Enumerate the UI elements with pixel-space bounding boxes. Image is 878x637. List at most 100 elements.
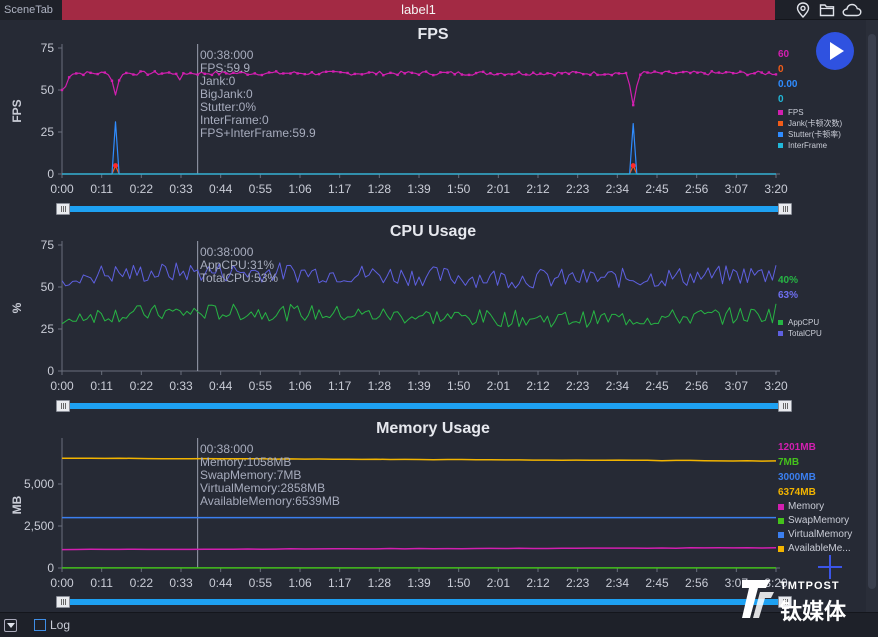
legend-swatch (778, 546, 784, 552)
fps-point (589, 73, 592, 77)
folder-icon[interactable] (819, 2, 835, 18)
tooltip-line: SwapMemory:7MB (200, 468, 302, 482)
total-cpu-line (61, 262, 777, 289)
log-checkbox[interactable] (34, 619, 46, 631)
fps-range-bar[interactable] (66, 206, 782, 212)
fps-x-tick-label: 1:39 (407, 182, 431, 196)
legend-swatch (778, 132, 783, 137)
scrollbar-thumb[interactable] (868, 34, 876, 589)
cpu-x-tick-label: 2:34 (606, 379, 630, 393)
memory-x-tick-label: 1:28 (368, 576, 392, 590)
legend-item[interactable]: TotalCPU (778, 328, 868, 339)
fps-point (167, 71, 171, 74)
fps-point (760, 71, 763, 74)
fps-point (217, 73, 221, 76)
fps-point (582, 72, 585, 76)
fps-time-range-slider[interactable] (56, 203, 792, 215)
fps-x-tick-label: 2:45 (645, 182, 669, 196)
cpu-y-tick-label: 50 (41, 280, 55, 294)
cpu-time-range-slider[interactable] (56, 400, 792, 412)
legend-item[interactable]: SwapMemory (778, 514, 868, 528)
legend-item[interactable]: VirtualMemory (778, 528, 868, 542)
fps-point (75, 72, 78, 75)
cpu-range-start-handle[interactable] (56, 400, 70, 412)
add-icon[interactable] (818, 555, 842, 579)
legend-item[interactable]: Memory (778, 500, 868, 514)
fps-point (432, 73, 435, 77)
legend-current-value: 3000MB (778, 472, 816, 483)
cpu-x-tick-label: 1:06 (288, 379, 312, 393)
cpu-x-tick-label: 1:28 (368, 379, 392, 393)
fps-range-start-handle[interactable] (56, 203, 70, 215)
legend-item[interactable]: Jank(卡顿次数) (778, 118, 868, 129)
top-icons (790, 2, 878, 18)
fps-tooltip: 00:38:000 FPS:59.9 Jank:0 BigJank:0 Stutter:… (200, 49, 316, 140)
tooltip-line: Jank:0 (200, 74, 236, 88)
fps-point (539, 72, 542, 75)
memory-x-tick-label: 2:12 (526, 576, 550, 590)
legend-item[interactable]: Stutter(卡顿率) (778, 129, 868, 140)
tmtpost-logo-icon (742, 580, 774, 618)
fps-point (82, 73, 85, 77)
legend-label: InterFrame (788, 141, 828, 150)
legend-label: Stutter(卡顿率) (788, 130, 841, 139)
fps-point (296, 72, 299, 75)
memory-range-start-handle[interactable] (56, 596, 70, 608)
fps-point (374, 72, 378, 76)
vertical-scrollbar[interactable] (866, 20, 878, 617)
active-tab[interactable]: label1 (62, 0, 775, 20)
legend-item[interactable]: AvailableMe... (778, 542, 868, 556)
memory-x-tick-label: 1:06 (288, 576, 312, 590)
cpu-x-tick-label: 1:50 (447, 379, 471, 393)
cpu-x-tick-label: 0:00 (50, 379, 74, 393)
legend-swatch (778, 143, 783, 148)
fps-point (517, 70, 521, 74)
memory-x-tick-label: 0:44 (209, 576, 233, 590)
legend-label: VirtualMemory (788, 529, 853, 540)
scene-tab[interactable]: SceneTab (0, 0, 62, 20)
legend-current-value: 0.00 (778, 79, 798, 90)
cpu-range-bar[interactable] (66, 403, 782, 409)
memory-y-axis-label: MB (10, 495, 24, 514)
tooltip-line: FPS:59.9 (200, 61, 251, 75)
memory-legend: 1201MB 7MB 3000MB 6374MB Memory SwapMemory Vir… (778, 440, 868, 556)
fps-point (382, 73, 385, 77)
cloud-icon[interactable] (842, 2, 862, 18)
cpu-x-tick-label: 0:33 (169, 379, 193, 393)
legend-swatch (778, 532, 784, 538)
fps-range-end-handle[interactable] (778, 203, 792, 215)
legend-item[interactable]: FPS (778, 107, 868, 118)
fps-point (210, 73, 214, 77)
play-button[interactable] (816, 32, 854, 70)
legend-label: AppCPU (788, 318, 820, 327)
fps-point (367, 71, 371, 74)
cpu-range-end-handle[interactable] (778, 400, 792, 412)
fps-point (739, 70, 742, 73)
fps-point (403, 72, 406, 75)
fps-point (639, 73, 642, 76)
location-pin-icon[interactable] (796, 2, 810, 18)
cpu-chart: 0 25 50 75 0:00 0:11 0:22 0:33 0:44 0:55 1:06 1:17 1… (10, 238, 788, 393)
fps-point (303, 72, 306, 76)
dropdown-toggle-button[interactable] (4, 619, 17, 632)
fps-point (767, 71, 771, 74)
legend-swatch (778, 110, 783, 115)
fps-point (410, 71, 414, 75)
memory-x-tick-label: 2:34 (606, 576, 630, 590)
memory-range-bar[interactable] (66, 599, 782, 605)
fps-point (646, 71, 649, 74)
fps-point (653, 70, 656, 73)
fps-point (446, 71, 449, 74)
fps-x-tick-label: 0:22 (130, 182, 154, 196)
fps-point (681, 70, 685, 74)
legend-item[interactable]: AppCPU (778, 317, 868, 328)
fps-point (417, 73, 421, 76)
bottom-bar: Log (0, 612, 878, 637)
cpu-tooltip: 00:38:000 AppCPU:31% TotalCPU:53% (200, 246, 278, 285)
memory-time-range-slider[interactable] (56, 596, 792, 608)
fps-x-tick-label: 2:56 (685, 182, 709, 196)
legend-item[interactable]: InterFrame (778, 140, 868, 151)
memory-range-end-handle[interactable] (778, 596, 792, 608)
fps-point (153, 70, 157, 73)
app-cpu-line (61, 303, 777, 328)
